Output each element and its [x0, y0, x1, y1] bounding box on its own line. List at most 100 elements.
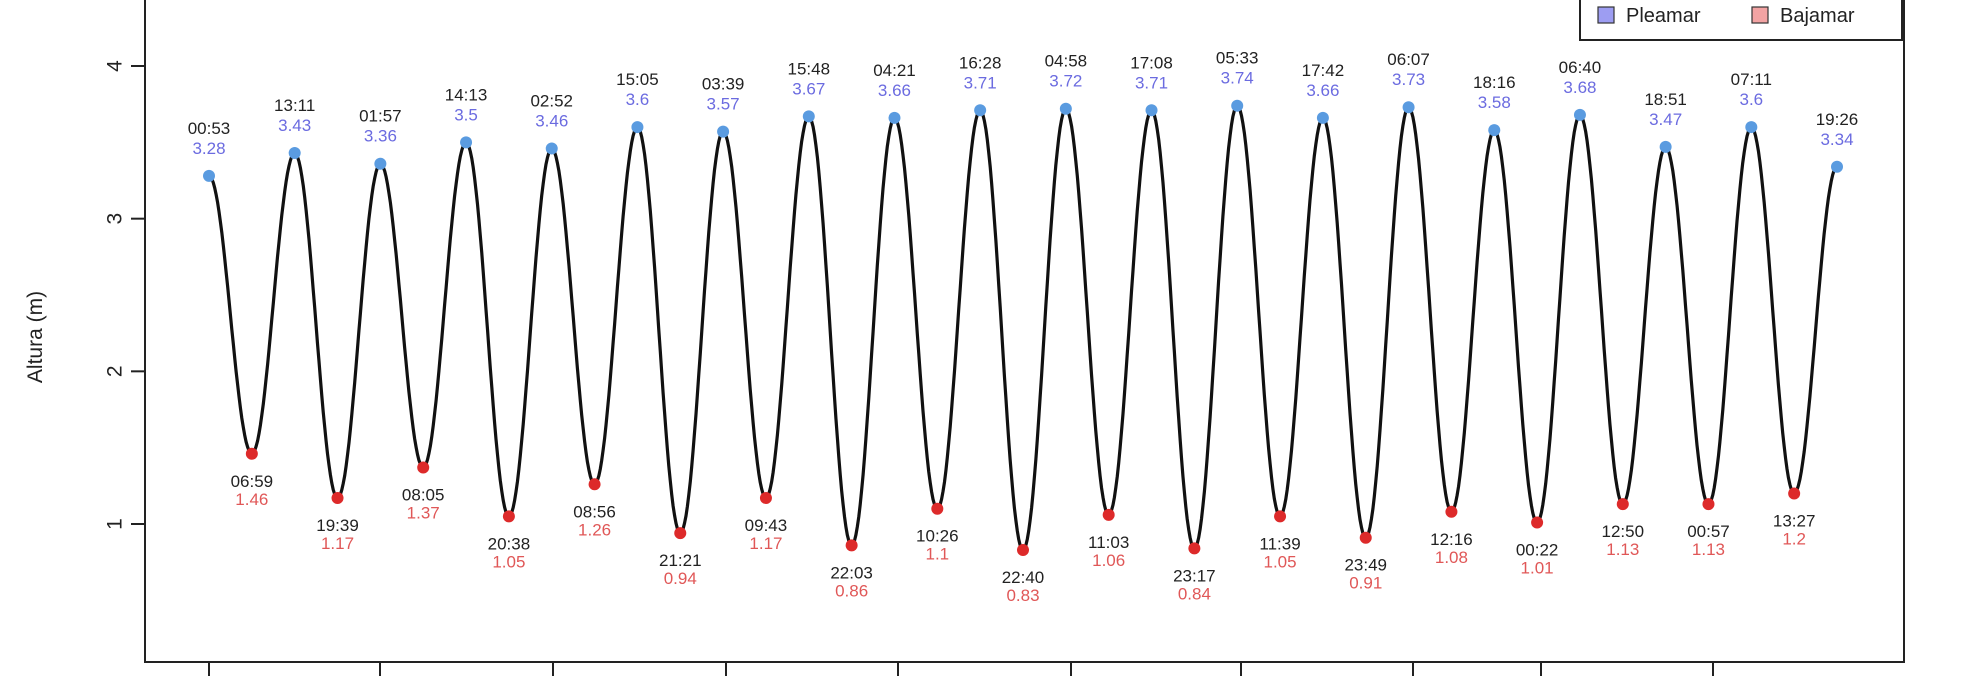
tide-height-label: 1.01: [1521, 558, 1554, 577]
tide-height-label: 3.66: [878, 81, 911, 100]
tide-height-label: 3.28: [192, 139, 225, 158]
tide-height-label: 3.36: [364, 127, 397, 146]
low-tide-mark: 08:051.37: [402, 461, 445, 523]
low-tide-point: [1788, 487, 1801, 500]
tide-height-label: 1.2: [1782, 529, 1806, 548]
low-tide-point: [1017, 543, 1029, 556]
tide-time-label: 12:16: [1430, 530, 1473, 549]
high-tide-mark: 15:483.67: [788, 59, 830, 123]
high-tide-mark: 05:333.74: [1216, 49, 1259, 112]
tide-time-label: 10:26: [916, 527, 959, 546]
tide-time-label: 18:51: [1644, 90, 1687, 109]
plot-frame: [144, 0, 1905, 676]
low-tide-mark: 20:381.05: [488, 510, 530, 571]
tide-height-label: 3.58: [1478, 93, 1511, 112]
high-tide-point: [1402, 101, 1415, 114]
tide-time-label: 13:11: [274, 96, 315, 115]
tide-height-label: 1.13: [1606, 540, 1639, 559]
tide-time-label: 04:58: [1045, 52, 1088, 71]
tide-curve: [208, 103, 1838, 553]
tide-time-label: 22:40: [1002, 568, 1045, 587]
high-tide-point: [203, 169, 215, 182]
low-tide-mark: 12:501.13: [1602, 498, 1645, 559]
y-tick-label: 1: [103, 518, 126, 530]
low-tide-point: [417, 461, 430, 474]
tide-height-label: 1.37: [407, 504, 440, 523]
low-tide-point: [1102, 508, 1115, 521]
high-tide-mark: 17:083.71: [1130, 53, 1173, 117]
low-tide-point: [245, 447, 258, 460]
low-tide-mark: 22:400.83: [1002, 543, 1045, 605]
tide-time-label: 19:26: [1816, 110, 1859, 129]
low-tide-mark: 19:391.17: [316, 492, 359, 553]
y-tick-label: 4: [103, 60, 126, 72]
tide-time-label: 14:13: [445, 85, 488, 104]
high-tide-mark: 00:533.28: [188, 119, 230, 182]
tide-height-label: 3.71: [1135, 73, 1168, 92]
high-tide-mark: 06:073.73: [1387, 50, 1430, 114]
tide-height-label: 3.6: [626, 90, 650, 109]
high-tide-point: [1488, 124, 1501, 137]
tide-height-label: 3.72: [1049, 72, 1082, 91]
high-tide-point: [1145, 104, 1158, 117]
tide-time-label: 17:42: [1302, 61, 1345, 80]
legend-label-bajamar: Bajamar: [1780, 5, 1855, 27]
high-tide-mark: 18:513.47: [1644, 90, 1687, 153]
high-tide-mark: 02:523.46: [530, 91, 573, 155]
legend-swatch-bajamar: [1751, 6, 1769, 24]
tide-height-label: 1.17: [321, 534, 354, 553]
tide-height-label: 3.46: [535, 111, 568, 130]
low-tide-point: [1445, 505, 1458, 518]
tide-height-label: 0.84: [1178, 584, 1211, 603]
low-tide-point: [1702, 498, 1715, 511]
high-tide-point: [631, 121, 644, 134]
low-tide-point: [1531, 516, 1544, 529]
tide-height-label: 1.05: [1264, 552, 1297, 571]
tide-time-label: 23:17: [1173, 566, 1216, 585]
tide-time-label: 06:40: [1559, 58, 1602, 77]
high-tide-mark: 17:423.66: [1302, 61, 1345, 124]
tide-height-label: 0.83: [1006, 586, 1039, 605]
high-tide-point: [974, 104, 987, 117]
high-tide-point: [802, 110, 815, 123]
tide-time-label: 11:03: [1088, 533, 1129, 552]
high-tide-mark: 07:113.6: [1731, 70, 1772, 134]
tide-time-label: 00:22: [1516, 540, 1559, 559]
tide-time-label: 04:21: [873, 61, 916, 80]
high-tide-mark: 13:113.43: [274, 96, 315, 160]
low-tide-mark: 12:161.08: [1430, 505, 1473, 567]
tide-time-label: 08:05: [402, 486, 445, 505]
high-tide-point: [1659, 140, 1672, 153]
y-tick-label: 2: [103, 365, 126, 377]
low-tide-mark: 21:210.94: [659, 527, 702, 588]
tide-height-label: 3.6: [1739, 90, 1763, 109]
tide-time-label: 23:49: [1344, 556, 1387, 575]
high-tide-point: [1316, 111, 1329, 124]
tide-time-label: 19:39: [316, 516, 359, 535]
y-tick-label: 3: [103, 213, 126, 225]
high-tide-point: [288, 147, 301, 160]
high-tide-point: [374, 157, 387, 170]
high-tide-point: [717, 125, 730, 138]
high-tide-mark: 06:403.68: [1559, 58, 1602, 121]
tide-height-label: 3.5: [454, 105, 478, 124]
high-tide-mark: 18:163.58: [1473, 73, 1516, 137]
high-tide-mark: 14:133.5: [445, 85, 488, 149]
high-tide-point: [545, 142, 558, 155]
tide-height-label: 3.74: [1221, 69, 1254, 88]
tide-height-label: 1.13: [1692, 540, 1725, 559]
tide-height-label: 0.86: [835, 581, 868, 600]
plot-border: [144, 0, 1905, 663]
tide-time-label: 08:56: [573, 502, 616, 521]
high-tide-mark: 04:213.66: [873, 61, 916, 124]
tide-height-label: 0.91: [1349, 574, 1382, 593]
tide-time-label: 09:43: [745, 516, 788, 535]
low-tide-point: [502, 510, 515, 523]
tide-height-label: 3.47: [1649, 110, 1682, 129]
tide-height-label: 3.71: [964, 73, 997, 92]
tide-time-label: 05:33: [1216, 49, 1259, 68]
low-tide-mark: 08:561.26: [573, 478, 616, 539]
tide-time-label: 12:50: [1602, 522, 1645, 541]
low-tide-point: [1616, 498, 1629, 511]
